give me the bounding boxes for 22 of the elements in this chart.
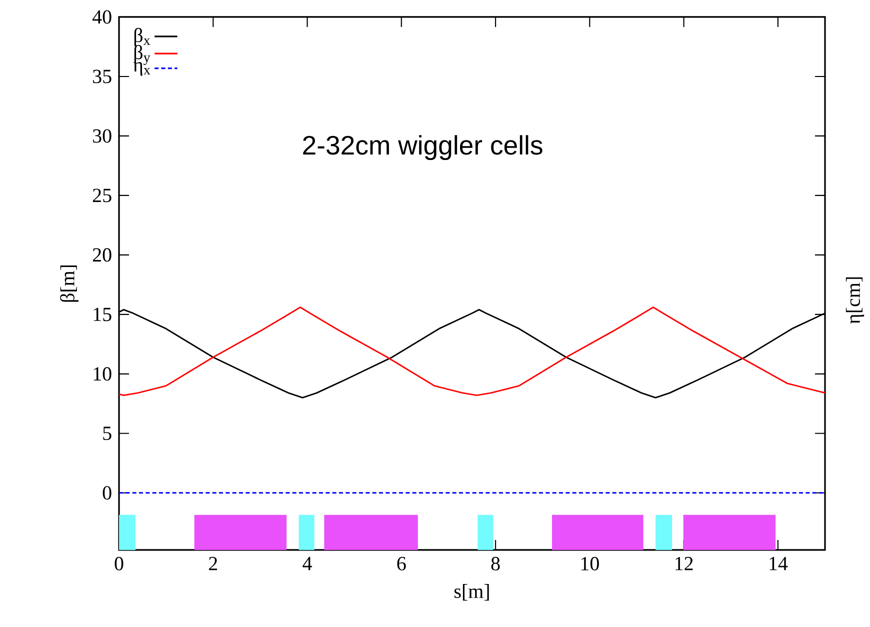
annotation: 2-32cm wiggler cells — [303, 135, 542, 160]
y-tick-label: 15 — [94, 308, 112, 322]
y-axis-title: β[m] — [60, 265, 78, 302]
y-tick-label: 35 — [93, 70, 112, 84]
x-tick-label: 8 — [491, 556, 500, 570]
y-tick-label: 20 — [92, 248, 112, 262]
y2-axis-title: η[cm] — [846, 277, 864, 324]
x-tick-label: 12 — [676, 556, 693, 570]
x-axis-title: s[m] — [454, 584, 489, 601]
y-tick-label: 25 — [92, 188, 112, 202]
y-tick-label: 30 — [93, 129, 112, 143]
x-tick-label: 6 — [397, 556, 406, 570]
x-tick-label: 14 — [770, 556, 788, 570]
y-tick-label: 5 — [103, 426, 112, 440]
y-tick-label: 10 — [94, 367, 112, 381]
x-tick-label: 0 — [114, 556, 124, 570]
x-tick-label: 4 — [302, 556, 312, 570]
y-tick-label: 40 — [92, 10, 112, 24]
x-tick-label: 2 — [209, 556, 218, 570]
legend-label: β$_{x}$ — [134, 28, 150, 46]
x-tick-label: 10 — [581, 556, 599, 570]
y-tick-label: 0 — [102, 486, 112, 500]
